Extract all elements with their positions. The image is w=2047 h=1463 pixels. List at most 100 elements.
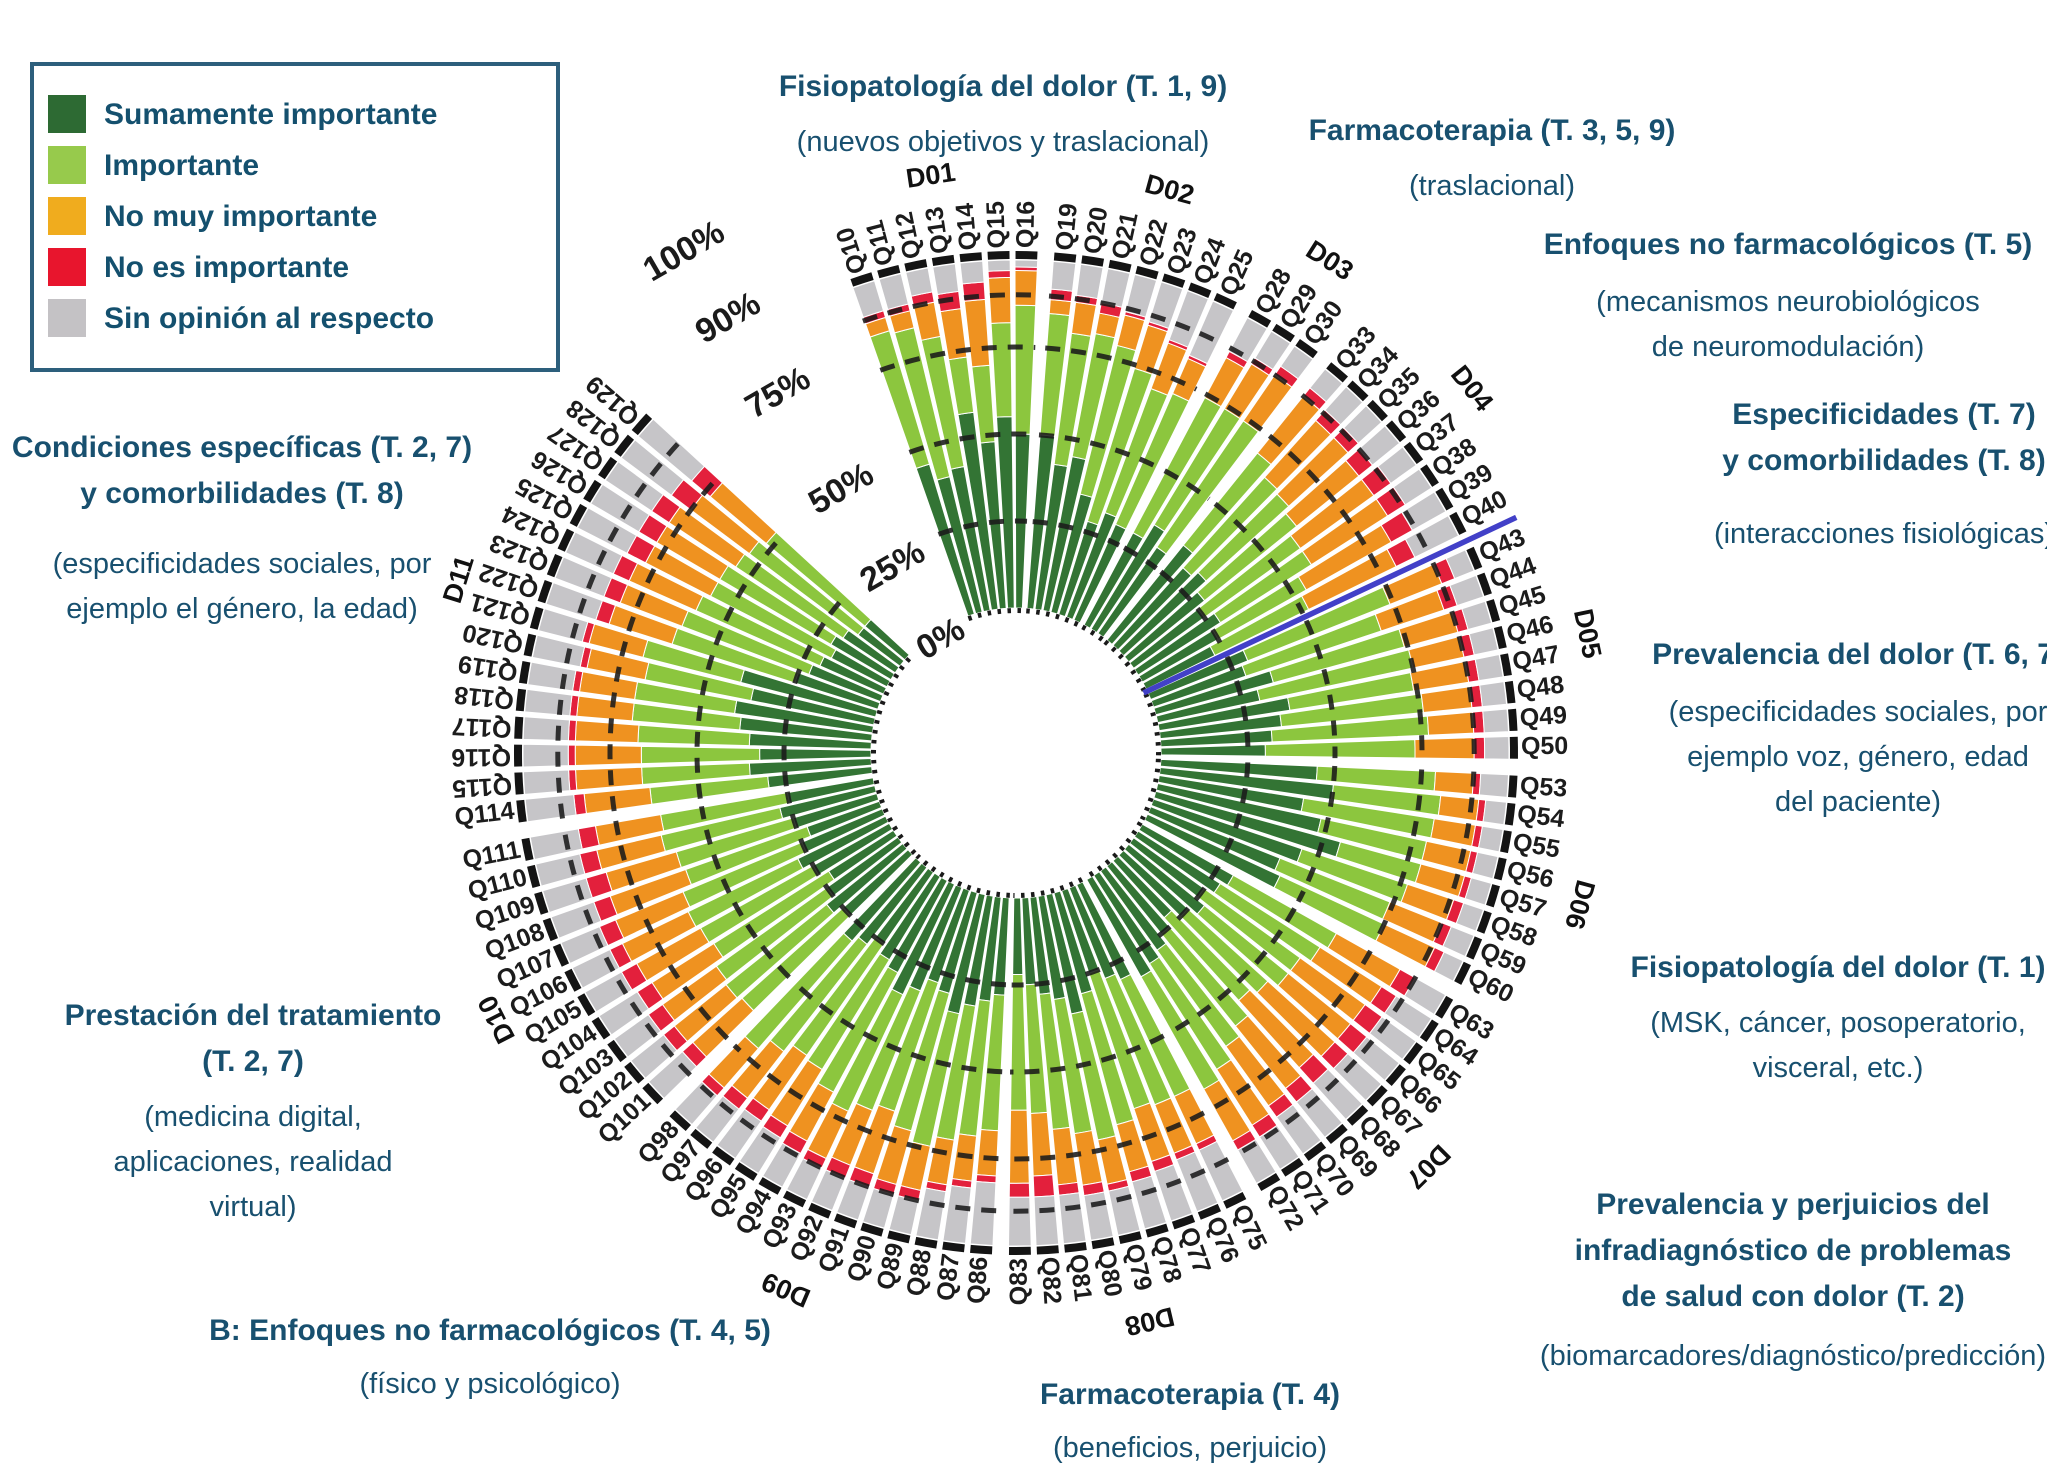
tick-100-Q55 <box>1500 830 1512 854</box>
tick-100-Q14 <box>959 252 983 263</box>
tick-100-Q20 <box>1081 255 1105 267</box>
bar-Q58-sin_opinion <box>1455 902 1485 932</box>
gridline-D09-90 <box>696 1081 997 1214</box>
annotation-condiciones: Condiciones específicas (T. 2, 7) y comor… <box>12 425 472 632</box>
gridline-D07-75 <box>1211 949 1373 1111</box>
annotation-title-line: Prevalencia y perjuicios del <box>1596 1188 1990 1221</box>
ring-0pct-D03 <box>1081 624 1104 642</box>
tick-100-Q69 <box>1325 1123 1348 1144</box>
tick-100-Q25 <box>1213 292 1237 310</box>
annotation-subtitle-line: ejemplo voz, género, edad <box>1687 741 2029 773</box>
annotation-subtitle-line: aplicaciones, realidad <box>113 1146 393 1178</box>
tick-100-Q45 <box>1486 599 1501 623</box>
bar-Q104-sin_opinion <box>598 991 650 1036</box>
tick-100-Q28 <box>1248 309 1272 328</box>
tick-100-Q37 <box>1403 441 1424 465</box>
annotation-especificidades: Especificidades (T. 7) y comorbilidades (… <box>1714 392 2047 557</box>
domain-label-D06: D06 <box>1559 877 1601 933</box>
bar-Q55-sin_opinion <box>1477 825 1504 853</box>
annotation-title-line: y comorbilidades (T. 8) <box>80 477 404 510</box>
bar-Q118-sin_opinion <box>524 688 573 717</box>
legend-swatch-sumamente-importante <box>48 95 86 133</box>
gridline-D08-25 <box>1011 956 1125 988</box>
bar-Q13-sin_opinion <box>932 263 960 296</box>
tick-100-Q124 <box>557 528 575 552</box>
tick-100-Q68 <box>1346 1105 1369 1126</box>
bar-Q22-no_muy_importante <box>1116 314 1146 352</box>
gridline-D03-90 <box>1228 345 1295 391</box>
bar-Q128-sin_opinion <box>620 439 685 497</box>
tick-100-Q75 <box>1223 1191 1247 1209</box>
annotation-subtitle-line: (biomarcadores/diagnóstico/predicción) <box>1539 1340 2047 1372</box>
bar-Q86-sin_opinion <box>969 1180 997 1246</box>
tick-100-Q58 <box>1476 910 1492 934</box>
bar-Q30-sin_opinion <box>1279 345 1314 380</box>
ring-0pct-D05 <box>1143 692 1161 756</box>
annotation-subtitle-line: (especificidades sociales, por <box>52 548 432 580</box>
ring-0pct-D07 <box>1083 821 1143 880</box>
domain-label-D07: D07 <box>1400 1139 1456 1195</box>
tick-100-Q114 <box>516 799 527 823</box>
tick-100-Q95 <box>734 1162 758 1181</box>
tick-100-Q35 <box>1367 399 1388 422</box>
question-label-Q116: Q116 <box>451 743 511 771</box>
question-label-Q16: Q16 <box>1011 201 1040 249</box>
question-label-Q82: Q82 <box>1036 1256 1067 1305</box>
tick-100-Q19 <box>1053 252 1077 263</box>
legend-item-no-es-importante: No es importante <box>48 244 538 290</box>
bar-Q22-sin_opinion <box>1124 273 1158 318</box>
legend-label: Importante <box>104 148 260 182</box>
tick-100-Q129 <box>631 413 653 436</box>
tick-100-Q67 <box>1366 1085 1388 1107</box>
tick-100-Q86 <box>970 1244 993 1255</box>
tick-100-Q78 <box>1145 1223 1169 1238</box>
legend-item-no-muy-importante: No muy importante <box>48 193 538 239</box>
question-label-Q118: Q118 <box>453 680 516 714</box>
bar-Q50-importante <box>1264 739 1416 759</box>
tick-100-Q92 <box>808 1202 832 1219</box>
bar-Q48-sin_opinion <box>1479 681 1508 708</box>
tick-100-Q102 <box>624 1061 645 1084</box>
axis-label-25: 25% <box>854 533 932 600</box>
bar-Q50-sin_opinion <box>1483 735 1510 760</box>
bar-Q11-sin_opinion <box>878 272 909 311</box>
legend-swatch-importante <box>48 146 86 184</box>
annotation-title-line: Condiciones específicas (T. 2, 7) <box>11 431 473 464</box>
tick-100-Q22 <box>1135 265 1159 280</box>
bar-Q124-sin_opinion <box>564 531 623 575</box>
bar-Q68-sin_opinion <box>1312 1068 1363 1121</box>
legend-swatch-sin-opinion <box>48 299 86 337</box>
domain-label-D02: D02 <box>1142 169 1198 211</box>
question-label-Q87: Q87 <box>932 1252 966 1302</box>
bar-Q126-sin_opinion <box>590 483 651 533</box>
tick-100-Q65 <box>1403 1042 1423 1065</box>
annotation-subtitle-line: visceral, etc.) <box>1752 1052 1924 1084</box>
bar-Q47-sin_opinion <box>1474 653 1504 682</box>
bar-Q82-sin_opinion <box>1033 1195 1060 1247</box>
bar-Q24-sin_opinion <box>1168 290 1210 348</box>
bar-Q83-no_muy_importante <box>1008 1109 1030 1184</box>
ring-0pct-D09 <box>915 853 1010 898</box>
axis-label-100: 100% <box>637 213 731 289</box>
tick-100-Q64 <box>1419 1019 1439 1043</box>
annotation-subtitle-line: (interacciones fisiológicas) <box>1713 518 2047 550</box>
gridline-D04-75 <box>1267 433 1384 577</box>
gridline-D10-75 <box>613 820 730 1041</box>
tick-100-Q126 <box>583 479 602 503</box>
tick-100-Q48 <box>1504 680 1516 704</box>
bar-Q88-sin_opinion <box>915 1187 947 1241</box>
bar-Q15-no_muy_importante <box>987 276 1012 324</box>
gridline-D01-50 <box>908 431 1032 455</box>
gridline-D07-90 <box>1236 975 1419 1157</box>
tick-100-Q23 <box>1162 273 1186 288</box>
bar-Q44-sin_opinion <box>1449 574 1485 607</box>
tick-100-Q39 <box>1435 487 1454 511</box>
ring-0pct-D01 <box>967 608 1023 622</box>
tick-100-Q60 <box>1454 961 1471 985</box>
bar-Q86-no_muy_importante <box>976 1128 999 1177</box>
tick-100-Q107 <box>552 943 570 967</box>
gridline-D02-90 <box>1048 293 1221 345</box>
question-label-Q54: Q54 <box>1516 800 1566 834</box>
bar-Q67-sin_opinion <box>1332 1052 1383 1102</box>
gridline-D01-25 <box>937 518 1028 537</box>
